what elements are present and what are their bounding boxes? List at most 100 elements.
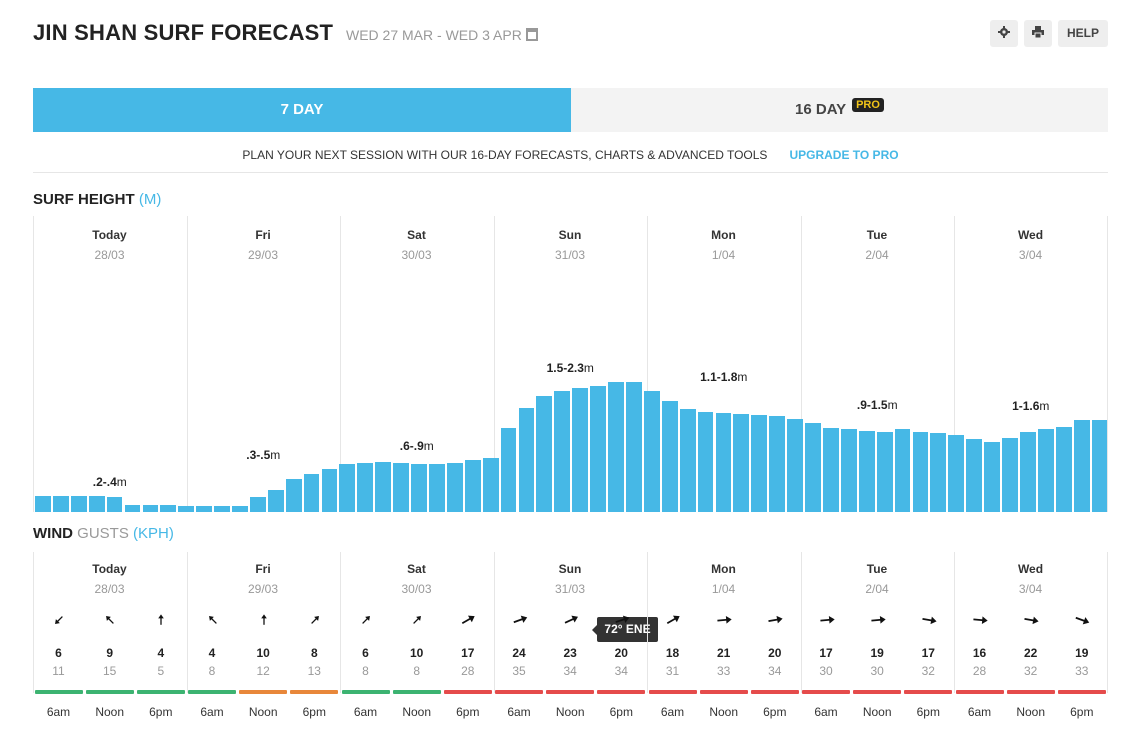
date-range-text: WED 27 MAR - WED 3 APR: [346, 27, 522, 43]
wind-gusts-label: GUSTS: [77, 525, 129, 542]
surf-bar: [500, 427, 517, 512]
wind-cell[interactable]: 8 13: [289, 612, 340, 682]
wind-arrow-icon: [310, 616, 319, 624]
wind-cell[interactable]: 17 32: [903, 612, 954, 682]
surf-bar: [966, 439, 983, 512]
wind-cell[interactable]: 17 28: [442, 612, 493, 682]
wind-cell[interactable]: 19 33: [1056, 612, 1107, 682]
wind-speed: 16: [972, 646, 987, 660]
wind-day-header: Wed 3/04: [954, 562, 1107, 596]
wind-speed: 17: [921, 646, 935, 660]
surf-height-label: 1.5-2.3m: [546, 361, 594, 376]
day-divider: [493, 216, 495, 512]
print-button[interactable]: [1024, 20, 1052, 47]
time-label: 6am: [353, 705, 378, 719]
day-divider: [33, 216, 34, 512]
wind-arrow-icon: [768, 615, 783, 624]
surf-bar: [35, 495, 51, 512]
wind-day-header: Sat 30/03: [340, 562, 493, 596]
surf-bar: [214, 506, 230, 512]
wind-arrow-icon: [106, 616, 115, 624]
day-date: 3/04: [1018, 248, 1043, 262]
wind-rating-bar: [392, 690, 441, 694]
time-label: 6am: [46, 705, 71, 719]
time-label: 6pm: [302, 705, 326, 719]
wind-speed: 20: [768, 646, 782, 660]
surf-bar: [912, 431, 929, 512]
wind-cell[interactable]: 6 11: [33, 612, 84, 682]
day-date: 29/03: [247, 582, 279, 596]
date-range: WED 27 MAR - WED 3 APR: [346, 27, 538, 43]
wind-cell[interactable]: 10 8: [391, 612, 442, 682]
surf-height-label: 1-1.6m: [1012, 399, 1050, 414]
wind-rating-bar: [853, 690, 902, 694]
wind-rating-bar: [443, 690, 492, 694]
wind-title: WIND GUSTS (KPH): [33, 525, 174, 542]
surf-bar: [769, 416, 786, 512]
wind-cell[interactable]: 17 30: [801, 612, 852, 682]
wind-cell[interactable]: 20 34: [749, 612, 800, 682]
surf-bar: [1073, 420, 1090, 512]
wind-cell[interactable]: 24 35: [494, 612, 545, 682]
settings-button[interactable]: [990, 20, 1018, 47]
wind-speed: 9: [106, 646, 114, 660]
surf-bar: [626, 382, 642, 512]
wind-cell[interactable]: 19 30: [852, 612, 903, 682]
wind-gust: 34: [614, 664, 628, 678]
day-date: 3/04: [1018, 582, 1043, 596]
help-button[interactable]: HELP: [1058, 20, 1108, 47]
wind-gust: 8: [413, 664, 421, 678]
wind-gust: 15: [103, 664, 117, 678]
surf-bar: [536, 395, 553, 512]
wind-cell[interactable]: 21 33: [698, 612, 749, 682]
wind-cell[interactable]: 23 34: [545, 612, 596, 682]
surf-bar: [88, 496, 105, 512]
wind-rating-bar: [341, 690, 390, 694]
surf-bar: [393, 462, 410, 512]
wind-gust: 11: [52, 664, 65, 678]
surf-bar: [1020, 431, 1036, 512]
day-name: Sun: [558, 228, 582, 242]
day-name: Today: [92, 228, 127, 242]
time-label: 6pm: [1070, 705, 1094, 719]
day-divider: [186, 552, 188, 693]
wind-arrow-icon: [362, 616, 370, 624]
day-date: 1/04: [711, 582, 736, 596]
wind-cell[interactable]: 10 12: [238, 612, 289, 682]
wind-arrow-icon: [717, 615, 732, 624]
time-label: 6pm: [763, 705, 787, 719]
wind-gust: 12: [256, 664, 270, 678]
wind-cell[interactable]: 20 34: [596, 612, 647, 682]
wind-cell[interactable]: 22 32: [1005, 612, 1056, 682]
wind-gust: 32: [1024, 664, 1038, 678]
wind-cell[interactable]: 9 15: [84, 612, 135, 682]
surf-bar: [643, 390, 660, 512]
surf-bar: [823, 427, 839, 512]
wind-arrow-icon: [208, 616, 217, 624]
upsell-banner: PLAN YOUR NEXT SESSION WITH OUR 16-DAY F…: [33, 148, 1108, 173]
wind-speed: 19: [870, 646, 884, 660]
wind-cell[interactable]: 18 31: [647, 612, 698, 682]
calendar-icon[interactable]: [525, 28, 538, 41]
surf-bar: [375, 462, 392, 512]
day-date: 2/04: [865, 248, 889, 262]
upgrade-link[interactable]: UPGRADE TO PRO: [789, 148, 899, 162]
day-divider: [647, 216, 648, 512]
upsell-text: PLAN YOUR NEXT SESSION WITH OUR 16-DAY F…: [242, 148, 768, 162]
tab-16-day[interactable]: 16 DAY PRO: [571, 88, 1108, 132]
wind-cell[interactable]: 16 28: [954, 612, 1005, 682]
day-divider: [493, 552, 495, 693]
day-date: 1/04: [711, 248, 736, 262]
wind-arrow-icon: [564, 615, 578, 624]
day-date: 30/03: [401, 582, 432, 596]
wind-arrow-icon: [413, 616, 422, 624]
tab-7-day[interactable]: 7 DAY: [33, 88, 571, 132]
surf-bar: [124, 505, 141, 512]
wind-day-header: Mon 1/04: [647, 562, 800, 596]
tab-16-day-label: 16 DAY: [795, 101, 846, 118]
surf-bar: [142, 505, 159, 512]
wind-speed: 10: [410, 646, 424, 660]
